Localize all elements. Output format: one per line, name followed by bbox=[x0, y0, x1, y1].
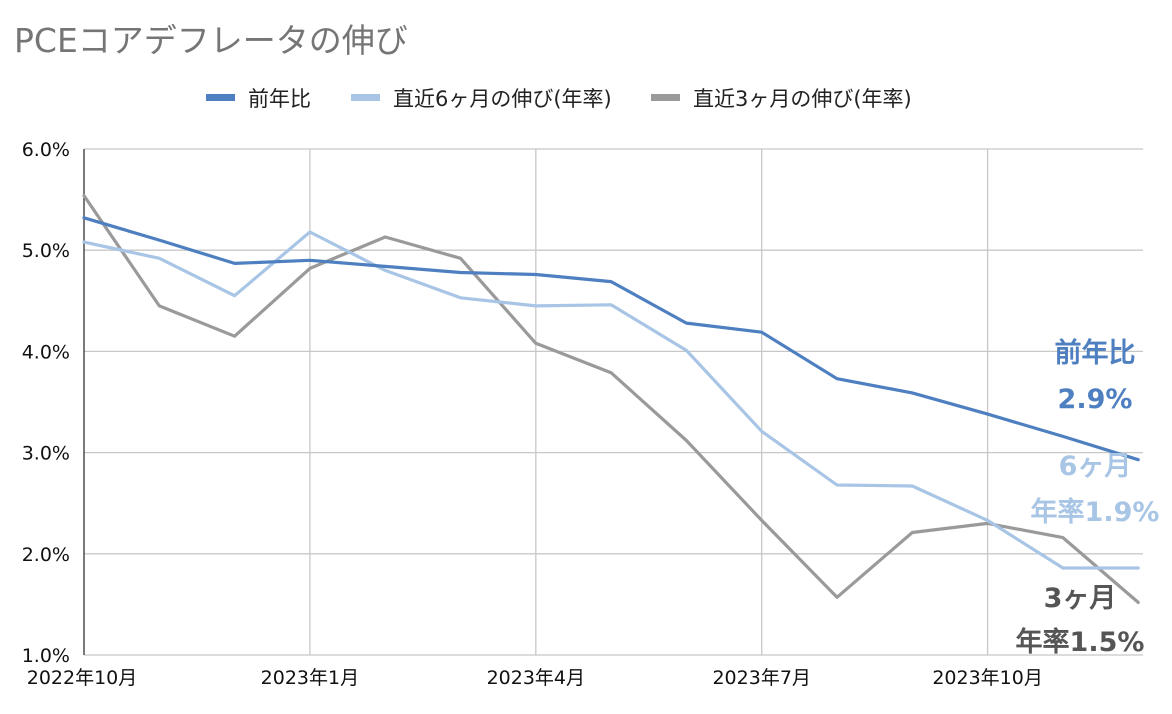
x-tick-label: 2023年4月 bbox=[487, 667, 585, 689]
x-tick-label: 2023年1月 bbox=[261, 667, 359, 689]
x-axis: 2022年10月 2023年1月 2023年4月 2023年7月 2023年10月 bbox=[27, 667, 1043, 689]
grid bbox=[83, 148, 1143, 656]
legend-swatch bbox=[206, 94, 235, 101]
annotation-line: 3ヶ月 bbox=[1044, 583, 1117, 614]
legend-swatch bbox=[651, 94, 680, 101]
x-tick-label: 2023年10月 bbox=[932, 667, 1043, 689]
y-axis: 6.0% 5.0% 4.0% 3.0% 2.0% 1.0% bbox=[22, 139, 70, 667]
legend-label: 前年比 bbox=[248, 87, 311, 111]
series-line-1 bbox=[82, 230, 1140, 570]
y-tick-label: 1.0% bbox=[22, 645, 70, 667]
legend-swatch bbox=[351, 94, 380, 101]
chart-title: PCEコアデフレータの伸び bbox=[14, 21, 408, 60]
y-tick-label: 5.0% bbox=[22, 240, 70, 262]
annotation-line: 年率1.5% bbox=[1016, 626, 1145, 658]
series-lines bbox=[82, 194, 1140, 605]
annotation-line: 前年比 bbox=[1055, 337, 1136, 369]
legend: 前年比 直近6ヶ月の伸び(年率) 直近3ヶ月の伸び(年率) bbox=[206, 87, 912, 111]
x-tick-label: 2023年7月 bbox=[712, 667, 810, 689]
y-tick-label: 3.0% bbox=[22, 443, 70, 465]
annotation-line: 年率1.9% bbox=[1031, 496, 1160, 528]
y-tick-label: 6.0% bbox=[22, 139, 70, 161]
series-line-0 bbox=[82, 216, 1140, 462]
annotation-line: 6ヶ月 bbox=[1059, 451, 1132, 482]
y-tick-label: 4.0% bbox=[22, 341, 70, 363]
x-tick-label: 2022年10月 bbox=[27, 667, 138, 689]
series-line-2 bbox=[82, 194, 1140, 605]
legend-label: 直近6ヶ月の伸び(年率) bbox=[393, 87, 612, 111]
annotation-line: 2.9% bbox=[1058, 384, 1133, 415]
y-tick-label: 2.0% bbox=[22, 544, 70, 566]
legend-label: 直近3ヶ月の伸び(年率) bbox=[693, 87, 912, 111]
